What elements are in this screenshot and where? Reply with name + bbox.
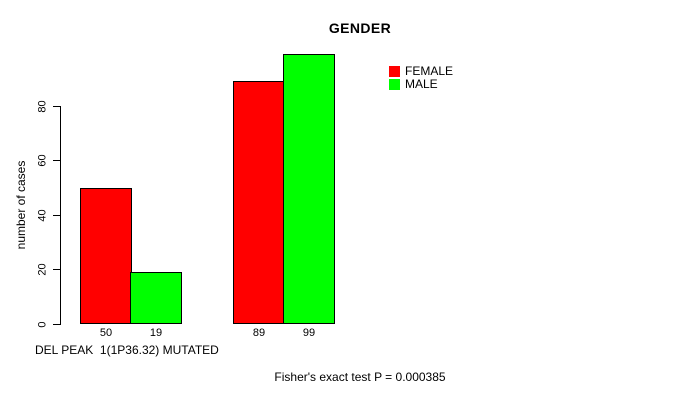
bar-value-label: 19	[149, 327, 163, 339]
y-axis-line	[60, 106, 61, 325]
y-tick-mark	[53, 160, 61, 161]
bar-value-label: 89	[252, 327, 266, 339]
y-tick-label: 80	[36, 99, 49, 113]
y-tick-mark	[53, 105, 61, 107]
y-tick-label: 60	[36, 154, 49, 167]
x-axis-label: DEL PEAK 1(1P36.32) MUTATED	[35, 343, 219, 357]
legend-swatch-female	[389, 66, 400, 77]
bar-male-group2	[283, 54, 335, 324]
legend-label: FEMALE	[405, 64, 454, 78]
legend: FEMALE MALE	[389, 65, 453, 91]
legend-item-female: FEMALE	[389, 65, 453, 78]
bar-value-label: 99	[302, 327, 316, 339]
y-tick-label: 0	[36, 320, 49, 328]
bar-male-group1	[130, 272, 182, 324]
legend-label: MALE	[405, 77, 438, 91]
bar-female-group2	[233, 81, 285, 324]
bar-female-group1	[80, 187, 132, 324]
y-axis-label: number of cases	[14, 160, 28, 250]
y-tick-label: 20	[36, 263, 49, 276]
chart-title: GENDER	[328, 20, 392, 36]
y-tick-mark	[53, 269, 61, 270]
y-tick-label: 40	[36, 208, 49, 222]
legend-item-male: MALE	[389, 78, 453, 91]
y-tick-mark	[53, 323, 61, 325]
y-tick-mark	[53, 214, 61, 216]
legend-swatch-male	[389, 79, 400, 90]
footnote-fisher-test: Fisher's exact test P = 0.000385	[274, 370, 446, 384]
bar-value-label: 50	[99, 327, 113, 339]
